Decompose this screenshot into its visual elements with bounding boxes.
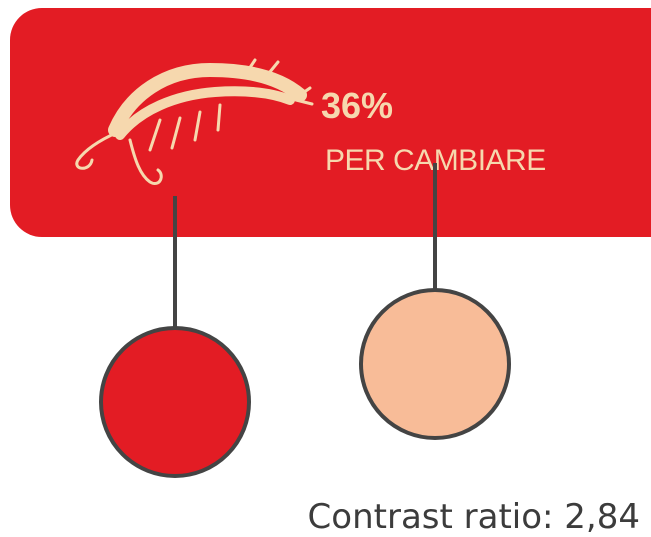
percent: 36% [321,85,393,126]
page: {"banner": {"percent": "36%", "caption":… [0,0,651,537]
text-swatch [361,290,509,438]
background-swatch [101,328,249,476]
contrast-ratio: Contrast ratio: 2,84 [308,497,640,537]
illustration: 36% PER CAMBIARE Contrast ratio: 2,84 [0,0,651,537]
